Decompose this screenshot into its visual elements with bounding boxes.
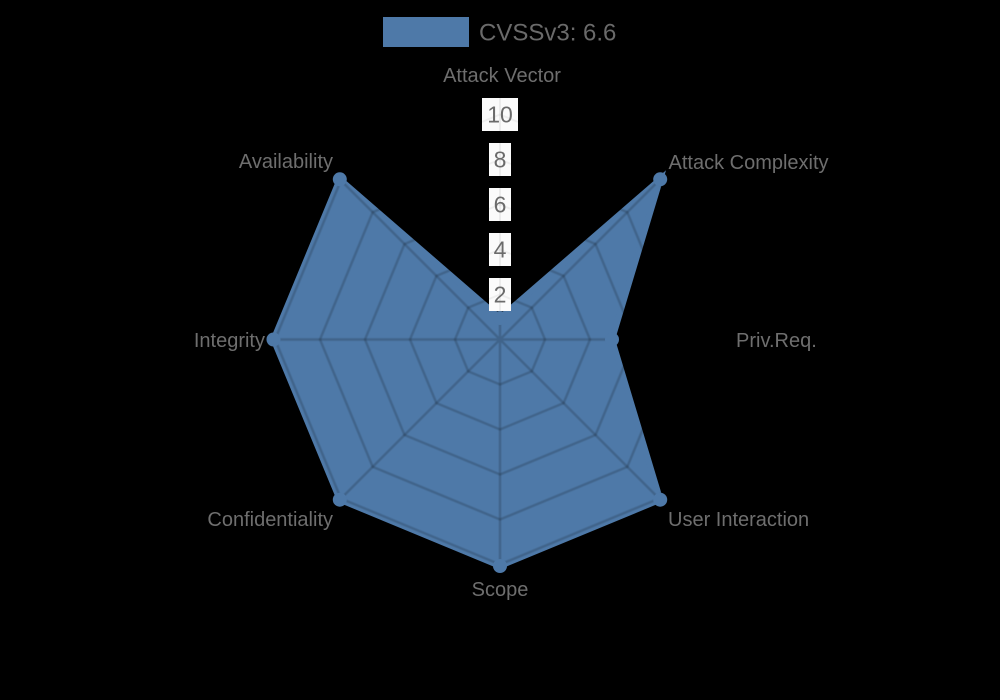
svg-text:Attack Vector: Attack Vector xyxy=(443,65,561,87)
svg-text:10: 10 xyxy=(487,101,513,127)
svg-text:Availability: Availability xyxy=(239,151,333,173)
svg-text:Priv.Req.: Priv.Req. xyxy=(736,330,817,352)
svg-text:Scope: Scope xyxy=(472,579,529,601)
svg-text:Confidentiality: Confidentiality xyxy=(207,509,333,531)
svg-text:Integrity: Integrity xyxy=(194,330,265,352)
svg-text:User Interaction: User Interaction xyxy=(668,509,809,531)
svg-text:8: 8 xyxy=(494,146,507,172)
svg-text:Attack Complexity: Attack Complexity xyxy=(669,152,829,174)
svg-text:CVSSv3: 6.6: CVSSv3: 6.6 xyxy=(479,20,616,47)
svg-text:2: 2 xyxy=(494,281,507,307)
svg-text:6: 6 xyxy=(494,191,507,217)
svg-text:4: 4 xyxy=(494,236,507,262)
